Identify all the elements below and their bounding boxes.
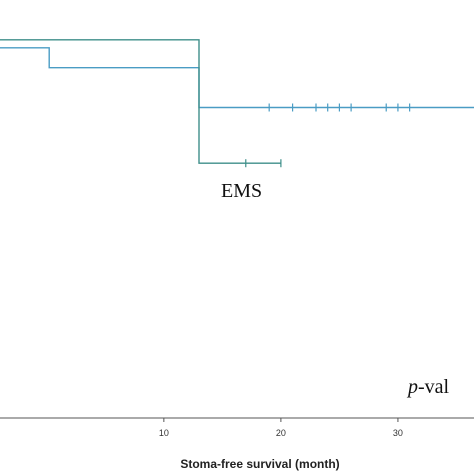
x-tick-label-30: 30 [393, 428, 403, 438]
annotation-p-value-rest: -val [418, 376, 450, 398]
survival-curve-1 [0, 47, 474, 109]
survival-curves [0, 39, 474, 168]
annotation-p-value-italic: p [406, 376, 418, 398]
survival-curve-2 [0, 39, 281, 164]
x-axis-title: Stoma-free survival (month) [180, 457, 339, 471]
annotation-ems: EMS [221, 180, 262, 202]
x-tick-label-20: 20 [276, 428, 286, 438]
x-axis-ticks: 10 20 30 [159, 418, 403, 438]
x-tick-label-10: 10 [159, 428, 169, 438]
annotation-p-value: p-val [406, 376, 450, 398]
